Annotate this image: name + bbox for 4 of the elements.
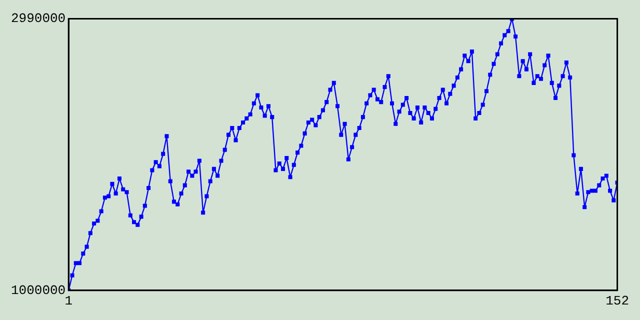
y-tick-label: 2990000 — [11, 11, 66, 26]
x-tick-label: 152 — [606, 294, 629, 309]
x-tick-label: 1 — [64, 294, 73, 309]
y-tick-label: 1000000 — [11, 282, 66, 298]
